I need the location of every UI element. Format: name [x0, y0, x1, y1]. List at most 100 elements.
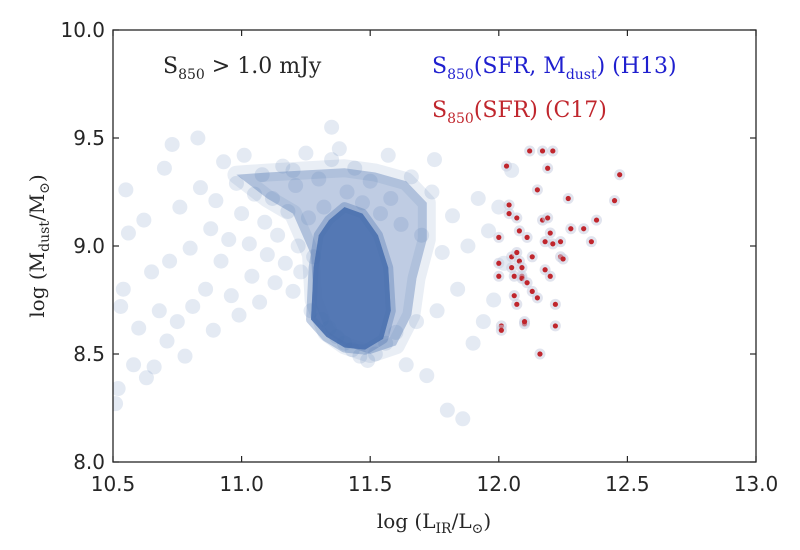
c17-point	[496, 234, 502, 240]
h13-point	[244, 268, 260, 284]
c17-point	[547, 273, 553, 279]
c17-point	[524, 280, 530, 286]
h13-point	[172, 199, 188, 215]
c17-point	[521, 319, 528, 325]
h13-point	[208, 193, 224, 209]
h13-point	[113, 298, 129, 314]
c17-point	[514, 215, 520, 221]
h13-point	[398, 357, 414, 373]
h13-point	[120, 225, 136, 241]
h13-point	[198, 281, 214, 297]
h13-point	[347, 160, 363, 176]
h13-point	[388, 324, 404, 340]
c17-point	[529, 288, 535, 294]
h13-point	[339, 184, 355, 200]
h13-point	[177, 348, 193, 364]
x-tick-label: 10.5	[91, 472, 136, 496]
h13-point	[259, 247, 275, 263]
h13-point	[324, 152, 340, 168]
h13-point	[288, 178, 304, 194]
x-tick-label: 12.0	[477, 472, 522, 496]
c17-point	[527, 148, 533, 154]
h13-point	[445, 208, 461, 224]
h13-point	[313, 311, 329, 327]
annotation-selection-cut: S850 > 1.0 mJy	[163, 54, 322, 83]
legend-h13: S850(SFR, Mdust) (H13)	[432, 54, 677, 83]
h13-point	[491, 199, 507, 215]
c17-point	[534, 295, 540, 301]
h13-point	[156, 160, 172, 176]
h13-point	[455, 411, 471, 427]
h13-point	[300, 210, 316, 226]
h13-point	[182, 240, 198, 256]
h13-dense-core-inner	[311, 207, 391, 350]
h13-point	[267, 275, 283, 291]
c17-point	[560, 256, 566, 262]
c17-point	[524, 234, 530, 240]
h13-point	[352, 348, 368, 364]
h13-point	[439, 402, 455, 418]
c17-point	[552, 323, 558, 329]
h13-point	[285, 283, 301, 299]
h13-point	[324, 119, 340, 135]
axes-ticks: 10.5 11.0 11.5 12.0 12.5 13.0 8.0 8.5 9.0 9.5 10.0	[60, 18, 778, 496]
y-tick-label: 9.5	[73, 126, 105, 150]
h13-point	[113, 396, 124, 412]
plot-frame	[112, 29, 757, 463]
c17-point	[611, 198, 618, 204]
c17-point	[547, 230, 553, 236]
c17-point	[542, 267, 548, 273]
h13-point	[383, 190, 399, 206]
c17-point	[514, 301, 520, 307]
h13-point	[257, 214, 273, 230]
h13-point	[354, 195, 370, 211]
h13-point	[213, 253, 229, 269]
h13-point	[228, 175, 244, 191]
h13-point	[138, 370, 154, 386]
h13-point	[434, 244, 450, 260]
h13-point	[344, 342, 360, 358]
h13-point	[241, 236, 257, 252]
h13-point	[223, 288, 239, 304]
h13-point	[216, 154, 232, 170]
c17-point	[498, 327, 504, 333]
h13-point	[424, 184, 440, 200]
c17-point	[542, 239, 548, 245]
h13-point	[372, 206, 388, 222]
c17-point	[506, 211, 512, 217]
h13-point	[403, 169, 419, 185]
c17-point	[509, 265, 515, 271]
h13-point	[450, 281, 466, 297]
x-tick-label: 13.0	[734, 472, 779, 496]
c17-point	[503, 163, 510, 169]
h13-point	[164, 136, 180, 152]
h13-point	[113, 381, 126, 397]
h13-point	[285, 162, 301, 178]
h13-point	[264, 190, 280, 206]
h13-point	[231, 307, 247, 323]
h13-point	[252, 294, 268, 310]
y-tick-label: 8.0	[73, 450, 105, 474]
h13-point	[234, 206, 250, 222]
c17-point	[496, 273, 502, 279]
y-tick-label: 8.5	[73, 342, 105, 366]
h13-point	[126, 357, 142, 373]
h13-point	[331, 141, 347, 157]
c17-point	[545, 165, 551, 171]
marks-layer	[113, 119, 626, 427]
y-tick-label: 10.0	[60, 18, 105, 42]
h13-point	[162, 253, 178, 269]
h13-point	[185, 298, 201, 314]
c17-point	[557, 239, 564, 245]
h13-point	[298, 145, 314, 161]
x-axis-label: log (LIR/L⊙)	[377, 509, 491, 537]
h13-point	[192, 180, 208, 196]
h13-point	[203, 221, 219, 237]
h13-point	[393, 216, 409, 232]
h13-point	[414, 227, 430, 243]
h13-point	[236, 147, 252, 163]
h13-point	[367, 346, 383, 362]
h13-point	[293, 264, 309, 280]
c17-point	[581, 226, 587, 232]
